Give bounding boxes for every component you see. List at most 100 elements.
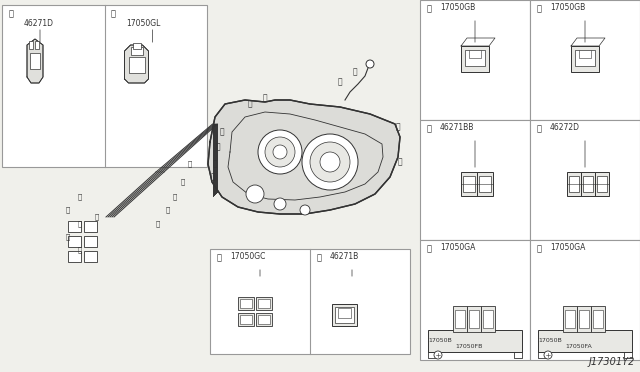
Text: ⓓ: ⓓ xyxy=(536,125,541,134)
Bar xyxy=(575,50,595,66)
Text: 17050GA: 17050GA xyxy=(550,243,586,252)
Text: 17050GB: 17050GB xyxy=(550,3,585,12)
Bar xyxy=(210,249,410,354)
Polygon shape xyxy=(208,100,400,214)
Bar xyxy=(335,307,354,323)
Text: ⓕ: ⓕ xyxy=(211,173,215,182)
Text: ⓗ: ⓗ xyxy=(95,214,99,220)
Text: ⓒ: ⓒ xyxy=(262,93,268,103)
Bar xyxy=(563,306,577,332)
Bar xyxy=(571,46,599,72)
Bar xyxy=(567,172,581,196)
Bar xyxy=(238,297,254,310)
Text: ⓚ: ⓚ xyxy=(111,10,116,19)
Text: 17050B: 17050B xyxy=(428,338,452,343)
Bar xyxy=(481,306,495,332)
Text: ⓐ: ⓐ xyxy=(426,4,431,13)
Text: 46271BB: 46271BB xyxy=(440,123,474,132)
Bar xyxy=(461,46,489,72)
Bar xyxy=(530,120,640,240)
Bar xyxy=(483,310,493,328)
Bar xyxy=(29,41,33,49)
Bar xyxy=(420,240,530,360)
Bar xyxy=(593,310,603,328)
Text: ⓔ: ⓔ xyxy=(173,194,177,200)
Circle shape xyxy=(320,152,340,172)
Text: ⓑ: ⓑ xyxy=(66,207,70,213)
Bar xyxy=(2,5,207,167)
Bar xyxy=(256,297,272,310)
Text: 17050GA: 17050GA xyxy=(440,243,476,252)
Text: 46272D: 46272D xyxy=(550,123,580,132)
Text: ⓔ: ⓔ xyxy=(426,244,431,253)
Bar xyxy=(84,251,97,262)
Bar xyxy=(479,176,491,192)
Circle shape xyxy=(274,198,286,210)
Bar xyxy=(240,315,252,324)
Circle shape xyxy=(434,351,442,359)
Bar xyxy=(338,308,351,318)
Polygon shape xyxy=(27,39,43,83)
Bar xyxy=(583,176,593,192)
Bar xyxy=(579,50,591,58)
Bar xyxy=(68,236,81,247)
Bar xyxy=(461,172,477,196)
Bar xyxy=(477,172,493,196)
Circle shape xyxy=(302,134,358,190)
Bar xyxy=(530,0,640,120)
Bar xyxy=(240,299,252,308)
Bar xyxy=(258,299,270,308)
Bar xyxy=(463,176,475,192)
Bar xyxy=(467,306,481,332)
Text: ⓙ: ⓙ xyxy=(396,122,400,131)
Bar xyxy=(131,47,143,55)
Text: ⓓ: ⓓ xyxy=(181,179,185,185)
Text: ⓓ: ⓓ xyxy=(220,128,224,137)
Circle shape xyxy=(366,60,374,68)
Bar xyxy=(579,310,589,328)
Bar xyxy=(129,57,145,73)
Text: J17301Y2: J17301Y2 xyxy=(589,357,635,367)
Bar xyxy=(595,172,609,196)
Bar xyxy=(68,251,81,262)
Text: ⓕ: ⓕ xyxy=(536,244,541,253)
Bar xyxy=(420,0,530,120)
Text: ⓒ: ⓒ xyxy=(248,99,252,109)
Bar xyxy=(530,240,640,360)
Text: ⓒ: ⓒ xyxy=(78,221,82,227)
Bar xyxy=(84,221,97,232)
Circle shape xyxy=(300,205,310,215)
Text: 46271D: 46271D xyxy=(24,19,54,28)
Text: ⓙ: ⓙ xyxy=(397,157,403,167)
Bar xyxy=(256,313,272,326)
Text: ⓔ: ⓔ xyxy=(212,160,218,169)
Bar xyxy=(35,41,39,49)
Text: ⓒ: ⓒ xyxy=(188,161,192,167)
Text: ⓓ: ⓓ xyxy=(216,142,220,151)
Bar xyxy=(84,236,97,247)
Bar xyxy=(581,172,595,196)
Bar xyxy=(132,43,141,49)
Bar xyxy=(453,306,467,332)
Text: ⓖ: ⓖ xyxy=(216,253,221,263)
Text: 17050GL: 17050GL xyxy=(127,19,161,28)
Text: 17050FB: 17050FB xyxy=(455,344,483,349)
Text: 46271B: 46271B xyxy=(330,252,359,261)
Bar xyxy=(465,50,485,66)
Text: ⓐ: ⓐ xyxy=(78,194,82,200)
Circle shape xyxy=(273,145,287,159)
Bar xyxy=(577,306,591,332)
Bar xyxy=(238,313,254,326)
Bar xyxy=(30,53,40,69)
Text: ⓙ: ⓙ xyxy=(8,10,13,19)
Text: 17050GB: 17050GB xyxy=(440,3,476,12)
Circle shape xyxy=(258,130,302,174)
Text: ⓒ: ⓒ xyxy=(426,125,431,134)
Bar xyxy=(597,176,607,192)
Bar xyxy=(68,221,81,232)
Text: ⓕ: ⓕ xyxy=(166,207,170,213)
Bar xyxy=(569,176,579,192)
Text: ⓑ: ⓑ xyxy=(536,4,541,13)
Circle shape xyxy=(246,185,264,203)
Text: 17050FA: 17050FA xyxy=(565,344,592,349)
